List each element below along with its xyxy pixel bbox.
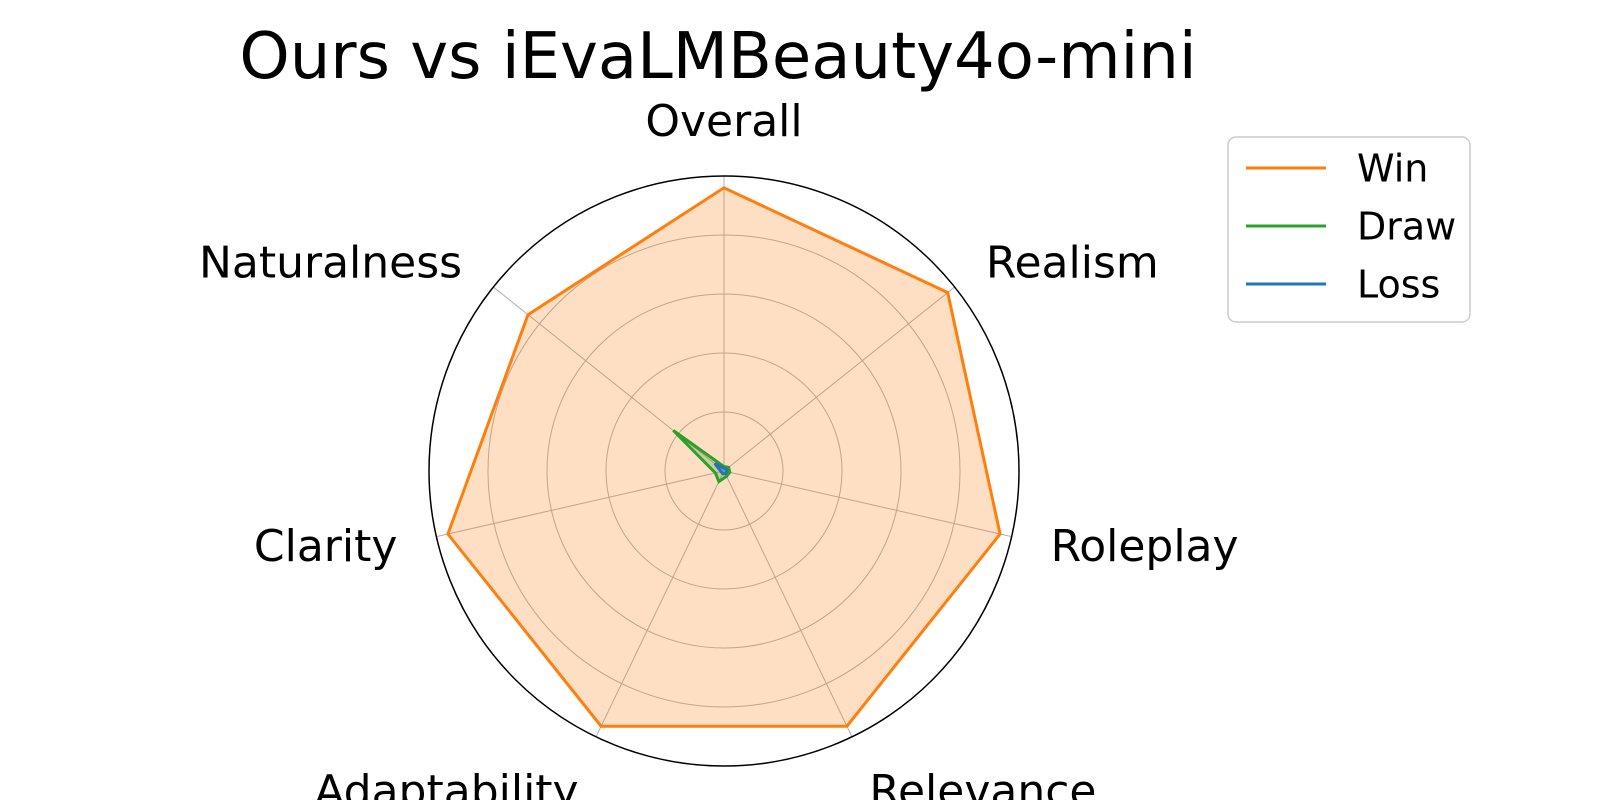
radar-outer-frame bbox=[428, 175, 1020, 767]
axis-label-naturalness: Naturalness bbox=[199, 238, 462, 289]
axis-label-clarity: Clarity bbox=[254, 521, 398, 572]
axis-label-realism: Realism bbox=[986, 238, 1159, 289]
legend-label-loss: Loss bbox=[1357, 263, 1440, 307]
spoke-line bbox=[723, 470, 1012, 538]
legend-label-draw: Draw bbox=[1357, 205, 1456, 249]
legend-label-win: Win bbox=[1357, 147, 1428, 191]
chart-title: Ours vs iEvaLMBeauty4o-mini bbox=[239, 20, 1196, 94]
axis-label-adaptability: Adaptability bbox=[314, 766, 578, 800]
radar-spokes bbox=[436, 176, 1012, 738]
spoke-line bbox=[595, 470, 725, 738]
axis-label-roleplay: Roleplay bbox=[1051, 521, 1239, 572]
legend-frame bbox=[1227, 136, 1471, 323]
spoke-line bbox=[723, 470, 853, 738]
series-loss-polygon bbox=[713, 462, 729, 476]
series-win-polygon bbox=[446, 186, 1002, 728]
spoke-line bbox=[723, 286, 955, 472]
spoke-line bbox=[436, 470, 725, 538]
legend: Win Draw Loss bbox=[1227, 136, 1471, 323]
radar-series bbox=[446, 186, 1002, 728]
series-draw-polygon bbox=[672, 429, 732, 484]
axis-labels: Overall Realism Roleplay Relevance Adaptabil… bbox=[199, 96, 1239, 800]
axis-label-relevance: Relevance bbox=[869, 766, 1096, 800]
axis-label-overall: Overall bbox=[645, 96, 802, 147]
